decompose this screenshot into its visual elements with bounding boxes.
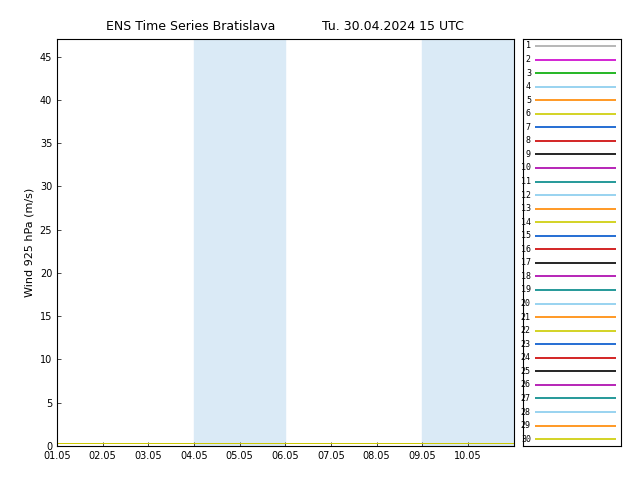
Bar <box>422 39 514 446</box>
Text: 2: 2 <box>526 55 531 64</box>
Text: 12: 12 <box>521 191 531 199</box>
Bar <box>194 39 285 446</box>
Text: 17: 17 <box>521 258 531 268</box>
Text: 8: 8 <box>526 136 531 146</box>
Text: 15: 15 <box>521 231 531 240</box>
Text: 7: 7 <box>526 123 531 132</box>
Text: 29: 29 <box>521 421 531 430</box>
Text: 28: 28 <box>521 408 531 416</box>
Text: 16: 16 <box>521 245 531 254</box>
Text: 5: 5 <box>526 96 531 105</box>
Text: 24: 24 <box>521 353 531 362</box>
Text: 13: 13 <box>521 204 531 213</box>
Text: 14: 14 <box>521 218 531 227</box>
Y-axis label: Wind 925 hPa (m/s): Wind 925 hPa (m/s) <box>24 188 34 297</box>
Text: Tu. 30.04.2024 15 UTC: Tu. 30.04.2024 15 UTC <box>322 20 464 33</box>
Text: 19: 19 <box>521 286 531 294</box>
Text: 26: 26 <box>521 380 531 390</box>
Text: ENS Time Series Bratislava: ENS Time Series Bratislava <box>105 20 275 33</box>
Text: 27: 27 <box>521 394 531 403</box>
Text: 11: 11 <box>521 177 531 186</box>
Text: 20: 20 <box>521 299 531 308</box>
Text: 3: 3 <box>526 69 531 77</box>
Text: 21: 21 <box>521 313 531 321</box>
Text: 30: 30 <box>521 435 531 443</box>
Text: 10: 10 <box>521 164 531 172</box>
Text: 18: 18 <box>521 272 531 281</box>
Text: 22: 22 <box>521 326 531 335</box>
Text: 23: 23 <box>521 340 531 349</box>
Text: 6: 6 <box>526 109 531 118</box>
Text: 9: 9 <box>526 150 531 159</box>
Text: 4: 4 <box>526 82 531 91</box>
Text: 25: 25 <box>521 367 531 376</box>
Text: 1: 1 <box>526 42 531 50</box>
